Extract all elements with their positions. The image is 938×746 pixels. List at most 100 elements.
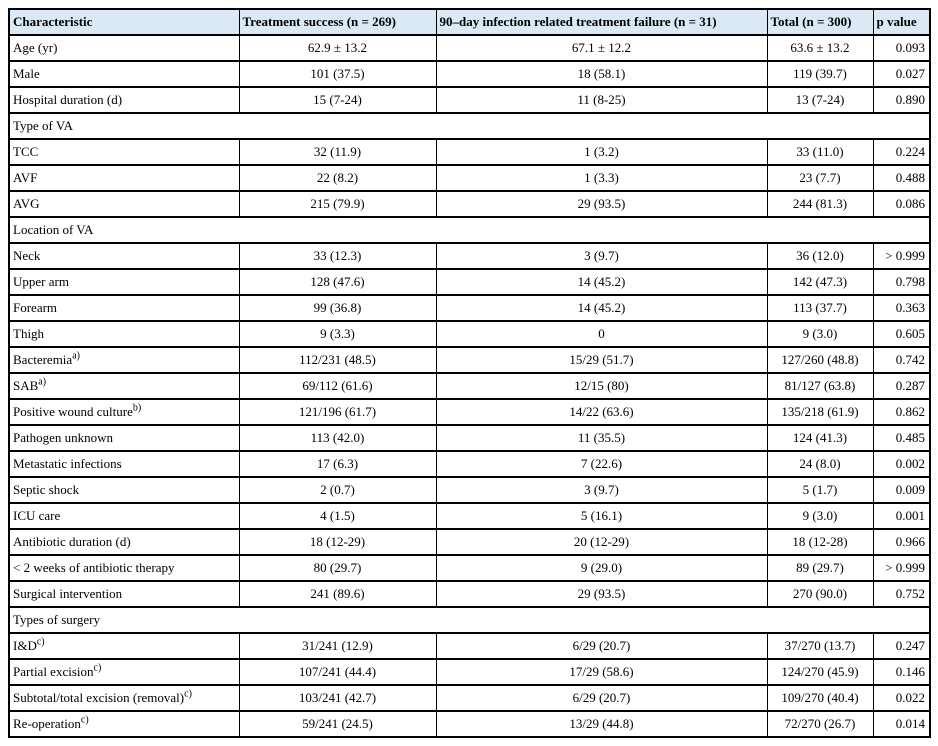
total-cell: 109/270 (40.4) bbox=[766, 684, 874, 712]
row-label: Forearm bbox=[13, 300, 58, 315]
characteristic-cell: < 2 weeks of antibiotic therapy bbox=[8, 554, 240, 582]
footnote-marker: c) bbox=[93, 662, 102, 674]
table-row: Subtotal/total excision (removal)c) 103/… bbox=[8, 684, 931, 712]
treatment-success-cell: 4 (1.5) bbox=[238, 502, 437, 530]
treatment-failure-cell: 9 (29.0) bbox=[435, 554, 768, 582]
total-cell: 113 (37.7) bbox=[766, 294, 874, 322]
treatment-success-cell: 107/241 (44.4) bbox=[238, 658, 437, 686]
table-row: Forearm 99 (36.8) 14 (45.2) 113 (37.7) 0… bbox=[8, 294, 931, 322]
total-cell: 142 (47.3) bbox=[766, 268, 874, 296]
table-row: Thigh 9 (3.3) 0 9 (3.0) 0.605 bbox=[8, 320, 931, 348]
row-label: SAB bbox=[13, 378, 39, 393]
total-cell: 9 (3.0) bbox=[766, 320, 874, 348]
characteristic-cell: TCC bbox=[8, 138, 240, 166]
total-cell: 135/218 (61.9) bbox=[766, 398, 874, 426]
column-header-p-value: p value bbox=[872, 8, 931, 36]
section-row: Types of surgery bbox=[8, 606, 931, 634]
row-label: Partial excision bbox=[13, 664, 94, 679]
table-row: Age (yr) 62.9 ± 13.2 67.1 ± 12.2 63.6 ± … bbox=[8, 34, 931, 62]
treatment-success-cell: 99 (36.8) bbox=[238, 294, 437, 322]
characteristic-cell: Hospital duration (d) bbox=[8, 86, 240, 114]
treatment-success-cell: 101 (37.5) bbox=[238, 60, 437, 88]
table-row: I&Dc) 31/241 (12.9) 6/29 (20.7) 37/270 (… bbox=[8, 632, 931, 660]
table-row: Antibiotic duration (d) 18 (12-29) 20 (1… bbox=[8, 528, 931, 556]
total-cell: 119 (39.7) bbox=[766, 60, 874, 88]
p-value-cell: 0.742 bbox=[872, 346, 931, 374]
characteristic-cell: Forearm bbox=[8, 294, 240, 322]
total-cell: 18 (12-28) bbox=[766, 528, 874, 556]
table-row: Male 101 (37.5) 18 (58.1) 119 (39.7) 0.0… bbox=[8, 60, 931, 88]
characteristic-cell: Metastatic infections bbox=[8, 450, 240, 478]
total-cell: 36 (12.0) bbox=[766, 242, 874, 270]
row-label: Metastatic infections bbox=[13, 456, 122, 471]
p-value-cell: 0.224 bbox=[872, 138, 931, 166]
column-header-total: Total (n = 300) bbox=[766, 8, 874, 36]
table-row: ICU care 4 (1.5) 5 (16.1) 9 (3.0) 0.001 bbox=[8, 502, 931, 530]
total-cell: 37/270 (13.7) bbox=[766, 632, 874, 660]
total-cell: 63.6 ± 13.2 bbox=[766, 34, 874, 62]
total-cell: 13 (7-24) bbox=[766, 86, 874, 114]
total-cell: 72/270 (26.7) bbox=[766, 710, 874, 738]
total-cell: 89 (29.7) bbox=[766, 554, 874, 582]
characteristic-cell: Antibiotic duration (d) bbox=[8, 528, 240, 556]
characteristic-cell: Male bbox=[8, 60, 240, 88]
characteristic-cell: Positive wound cultureb) bbox=[8, 398, 240, 426]
footnote-marker: a) bbox=[38, 376, 47, 388]
treatment-success-cell: 22 (8.2) bbox=[238, 164, 437, 192]
characteristic-cell: I&Dc) bbox=[8, 632, 240, 660]
treatment-failure-cell: 29 (93.5) bbox=[435, 190, 768, 218]
section-label-cell: Type of VA bbox=[8, 112, 931, 140]
table-row: AVG 215 (79.9) 29 (93.5) 244 (81.3) 0.08… bbox=[8, 190, 931, 218]
column-header-treatment-failure: 90–day infection related treatment failu… bbox=[435, 8, 768, 36]
table-row: Neck 33 (12.3) 3 (9.7) 36 (12.0) > 0.999 bbox=[8, 242, 931, 270]
table-row: Pathogen unknown 113 (42.0) 11 (35.5) 12… bbox=[8, 424, 931, 452]
characteristic-cell: Septic shock bbox=[8, 476, 240, 504]
treatment-failure-cell: 1 (3.2) bbox=[435, 138, 768, 166]
row-label: Upper arm bbox=[13, 274, 69, 289]
row-label: Re-operation bbox=[13, 716, 81, 731]
column-header-treatment-success: Treatment success (n = 269) bbox=[238, 8, 437, 36]
row-label: TCC bbox=[13, 144, 39, 159]
p-value-cell: 0.363 bbox=[872, 294, 931, 322]
treatment-failure-cell: 14/22 (63.6) bbox=[435, 398, 768, 426]
table-row: < 2 weeks of antibiotic therapy 80 (29.7… bbox=[8, 554, 931, 582]
row-label: Hospital duration (d) bbox=[13, 92, 123, 107]
treatment-success-cell: 215 (79.9) bbox=[238, 190, 437, 218]
treatment-failure-cell: 14 (45.2) bbox=[435, 294, 768, 322]
treatment-failure-cell: 29 (93.5) bbox=[435, 580, 768, 608]
patient-characteristics-table: Characteristic Treatment success (n = 26… bbox=[8, 8, 931, 738]
treatment-success-cell: 59/241 (24.5) bbox=[238, 710, 437, 738]
characteristic-cell: ICU care bbox=[8, 502, 240, 530]
treatment-failure-cell: 3 (9.7) bbox=[435, 242, 768, 270]
treatment-success-cell: 241 (89.6) bbox=[238, 580, 437, 608]
treatment-failure-cell: 15/29 (51.7) bbox=[435, 346, 768, 374]
total-cell: 24 (8.0) bbox=[766, 450, 874, 478]
p-value-cell: 0.009 bbox=[872, 476, 931, 504]
treatment-success-cell: 128 (47.6) bbox=[238, 268, 437, 296]
row-label: < 2 weeks of antibiotic therapy bbox=[13, 560, 175, 575]
row-label: Antibiotic duration (d) bbox=[13, 534, 131, 549]
characteristic-cell: Surgical intervention bbox=[8, 580, 240, 608]
characteristic-cell: Re-operationc) bbox=[8, 710, 240, 738]
row-label: Positive wound culture bbox=[13, 404, 133, 419]
p-value-cell: 0.027 bbox=[872, 60, 931, 88]
p-value-cell: 0.966 bbox=[872, 528, 931, 556]
treatment-failure-cell: 11 (8-25) bbox=[435, 86, 768, 114]
footnote-marker: b) bbox=[132, 402, 142, 414]
table-row: Hospital duration (d) 15 (7-24) 11 (8-25… bbox=[8, 86, 931, 114]
treatment-success-cell: 80 (29.7) bbox=[238, 554, 437, 582]
p-value-cell: 0.752 bbox=[872, 580, 931, 608]
treatment-failure-cell: 17/29 (58.6) bbox=[435, 658, 768, 686]
treatment-failure-cell: 20 (12-29) bbox=[435, 528, 768, 556]
table-row: Partial excisionc) 107/241 (44.4) 17/29 … bbox=[8, 658, 931, 686]
treatment-failure-cell: 67.1 ± 12.2 bbox=[435, 34, 768, 62]
treatment-success-cell: 113 (42.0) bbox=[238, 424, 437, 452]
row-label: Thigh bbox=[13, 326, 45, 341]
characteristic-cell: AVG bbox=[8, 190, 240, 218]
row-label: Surgical intervention bbox=[13, 586, 123, 601]
table-row: Positive wound cultureb) 121/196 (61.7) … bbox=[8, 398, 931, 426]
p-value-cell: > 0.999 bbox=[872, 242, 931, 270]
p-value-cell: 0.890 bbox=[872, 86, 931, 114]
characteristic-cell: Age (yr) bbox=[8, 34, 240, 62]
